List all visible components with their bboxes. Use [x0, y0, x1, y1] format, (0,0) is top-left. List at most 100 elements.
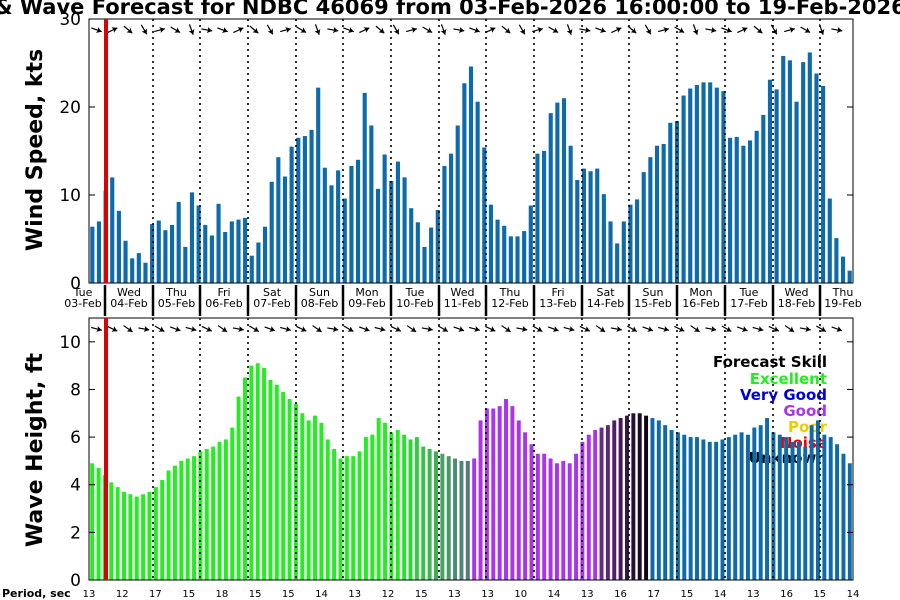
arrow-head [521, 326, 528, 332]
arrow-head [805, 326, 811, 332]
arrow-head [300, 27, 307, 33]
arrow-head [725, 27, 732, 33]
direction-arrow [579, 27, 591, 33]
arrow-head [693, 326, 700, 332]
wave-bar [745, 434, 750, 580]
arrow-head [221, 27, 228, 33]
wind-bar [130, 258, 135, 283]
wind-bar [508, 236, 513, 283]
wave-bar [351, 456, 356, 580]
wind-bar [276, 157, 281, 283]
arrow-head [836, 27, 843, 33]
day-name-label: Sun [643, 286, 664, 299]
wind-bar [462, 83, 467, 284]
wind-panel: 0 10 20 30 [59, 10, 854, 294]
wind-bar [668, 122, 673, 283]
wind-bar [356, 159, 361, 283]
day-name-label: Wed [451, 286, 475, 299]
arrow-head [267, 28, 273, 35]
arrow-head [566, 28, 573, 35]
period-value: 15 [415, 589, 428, 600]
wind-bar [581, 168, 586, 283]
direction-arrow [280, 326, 291, 332]
wind-bar [654, 145, 660, 283]
direction-arrow [752, 326, 764, 332]
direction-arrow [374, 326, 386, 332]
direction-arrow [627, 325, 638, 333]
wave-bar [599, 427, 604, 580]
wave-bar [790, 441, 795, 580]
wave-bar [255, 363, 260, 580]
wave-bar [262, 368, 267, 580]
day-name-label: Fri [217, 286, 230, 299]
wind-bar [236, 219, 241, 283]
arrow-head [836, 326, 842, 332]
arrow-head [427, 326, 433, 332]
direction-arrow [692, 24, 699, 35]
wave-bar [841, 453, 846, 580]
arrow-head [143, 326, 150, 332]
direction-arrow [674, 325, 685, 332]
direction-arrow [737, 27, 748, 34]
wave-bar [293, 403, 298, 580]
wind-bar [681, 95, 686, 283]
direction-arrow [107, 27, 118, 34]
wave-bar [529, 444, 534, 580]
wave-bar [274, 384, 279, 580]
wave-bar [408, 439, 413, 580]
wind-bar [661, 143, 666, 283]
period-value: 14 [847, 589, 860, 600]
arrow-head [269, 326, 275, 332]
wave-bar [663, 425, 668, 580]
wave-bar [243, 377, 247, 580]
direction-arrow [296, 325, 307, 332]
arrow-head [584, 27, 591, 33]
wave-bar [287, 398, 292, 580]
direction-arrow [169, 326, 181, 332]
wave-bar [192, 456, 197, 580]
wave-bar [421, 446, 426, 580]
wave-bar [612, 420, 617, 580]
arrow-head [789, 27, 795, 33]
wind-bar [515, 236, 520, 283]
wave-bar [809, 425, 814, 580]
direction-arrow [799, 326, 811, 332]
wind-bar [382, 154, 387, 283]
day-date-label: 13-Feb [539, 297, 576, 310]
wave-bar [777, 434, 782, 580]
wave-bar [669, 429, 674, 580]
chart-title: & Wave Forecast for NDBC 46069 from 03-F… [0, 0, 900, 19]
wind-bar [375, 188, 381, 283]
day-name-label: Sun [309, 286, 330, 299]
arrow-head [692, 28, 699, 35]
wind-bar [535, 153, 540, 283]
wave-bar [179, 460, 184, 580]
arrow-head [378, 27, 385, 34]
wave-bar [535, 453, 540, 580]
period-value: 14 [548, 589, 561, 600]
wave-bar [338, 458, 343, 580]
arrow-head [474, 326, 480, 332]
direction-arrow [232, 326, 244, 332]
wave-bar [542, 453, 547, 580]
arrow-head [458, 326, 464, 332]
wind-bar [714, 87, 719, 283]
day-date-label: 18-Feb [778, 297, 815, 310]
wave-bar [656, 420, 661, 580]
day-name-label: Tue [405, 286, 425, 299]
wave-bar [389, 432, 394, 580]
wind-bar [482, 147, 487, 283]
wave-bar [141, 494, 146, 580]
period-value: 14 [315, 589, 328, 600]
arrow-head [190, 326, 197, 332]
wave-bar [134, 496, 139, 580]
direction-arrow [138, 326, 150, 332]
wind-bar [342, 198, 347, 283]
wave-bar [484, 408, 489, 580]
y-tick-label: 8 [70, 380, 81, 400]
wind-bar [648, 157, 653, 283]
wind-bar [807, 52, 812, 283]
arrow-head [426, 27, 433, 33]
direction-arrow [453, 27, 465, 33]
wave-bar [370, 434, 375, 580]
